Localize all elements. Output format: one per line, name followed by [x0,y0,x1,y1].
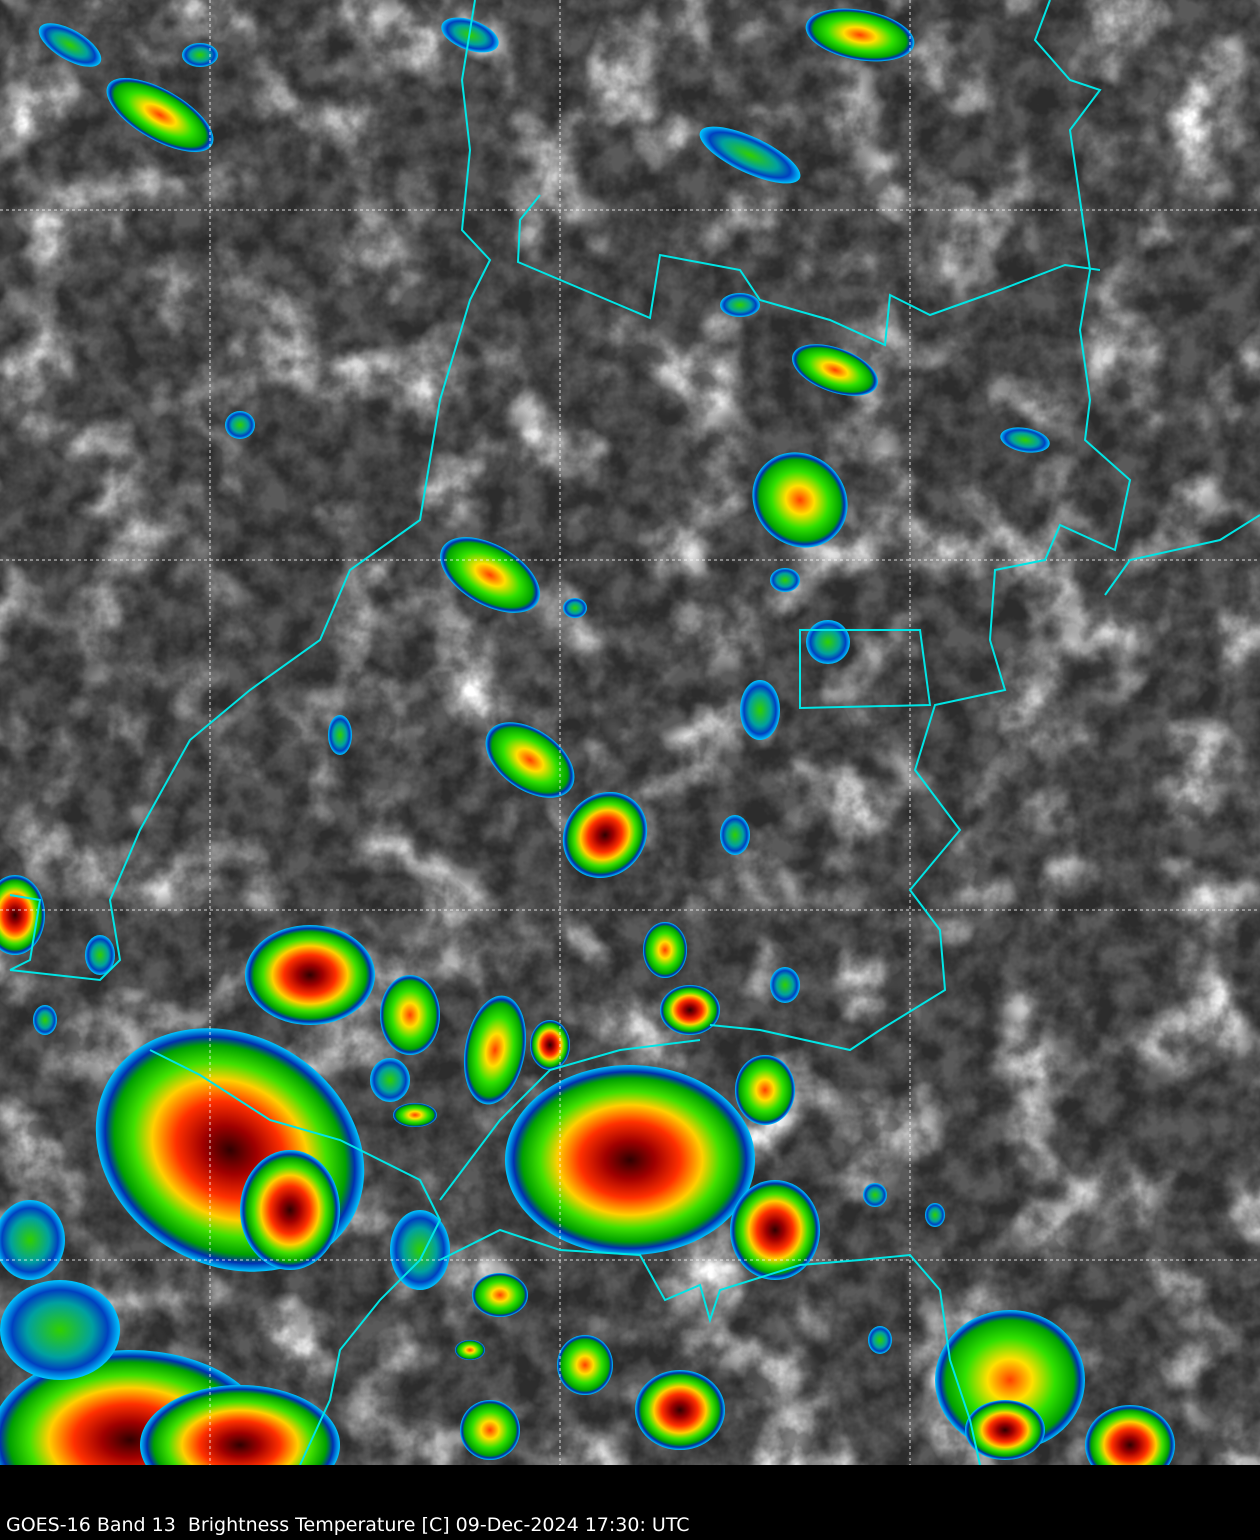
cloud-top-hot [530,1020,570,1070]
cloud-top-cool [0,1280,120,1380]
cloud-top-warm [393,1103,437,1127]
cloud-top-cool [868,1326,892,1354]
image-caption: GOES-16 Band 13 Brightness Temperature [… [6,1514,690,1536]
cloud-top-warm [460,1400,520,1460]
cloud-top-hot [660,985,720,1035]
cloud-top-cool [699,126,801,184]
border-line [149,1049,442,1465]
cloud-top-cool [740,680,780,740]
cloud-top-warm [752,452,848,548]
lat-lon-grid [0,0,1260,1465]
cloud-top-cool [182,43,218,67]
cloud-top-cool [770,967,800,1003]
cloud-top-warm [557,1335,613,1395]
border-line [516,194,1101,347]
cloud-top-cool [225,411,255,439]
border-line [1104,514,1260,596]
satellite-image [0,0,1260,1465]
cloud-top-cool [806,620,850,664]
cloud-top-hot [635,1370,725,1450]
cloud-top-warm [463,995,527,1105]
border-line [439,1039,701,1201]
political-borders [9,0,1260,1465]
cloud-top-warm [106,78,214,152]
cloud-top-warm [643,922,687,978]
cloud-top-hot [240,1150,340,1270]
cloud-top-cool [720,815,750,855]
cloud-top-hot [140,1385,340,1465]
cloud-top-warm [805,8,915,62]
cloud-top-warm [440,537,540,613]
cloud-top-hot [730,1180,820,1280]
cloud-top-warm [485,722,575,798]
cloud-top-cool [85,935,115,975]
cloud-top-cool [328,715,352,755]
cloud-top-cool [770,568,800,592]
cloud-top-cool [563,598,587,618]
cloud-top-cool [370,1058,410,1102]
cloud-top-cool [720,293,760,317]
cloud-top-warm [792,344,878,396]
cloud-top-warm [455,1340,485,1360]
cloud-top-warm [735,1055,795,1125]
cloud-top-hot [505,1065,755,1255]
cloud-top-cool [390,1210,450,1290]
cloud-top-cool [863,1183,887,1207]
cloud-top-cool [33,1005,57,1035]
border-line [9,0,492,982]
border-line [9,894,42,971]
cloud-top-hot [965,1400,1045,1460]
cloud-top-hot [245,925,375,1025]
cloud-top-warm [472,1273,528,1317]
cloud-top-hot [562,791,648,879]
cloud-top-cool [38,23,102,67]
border-line [799,629,932,710]
border-line [709,0,1132,1052]
border-line [439,1228,981,1465]
cloud-top-cool [925,1203,945,1227]
cloud-top-warm [380,975,440,1055]
cloud-top-hot [1085,1405,1175,1465]
cloud-top-cool [1000,427,1050,453]
